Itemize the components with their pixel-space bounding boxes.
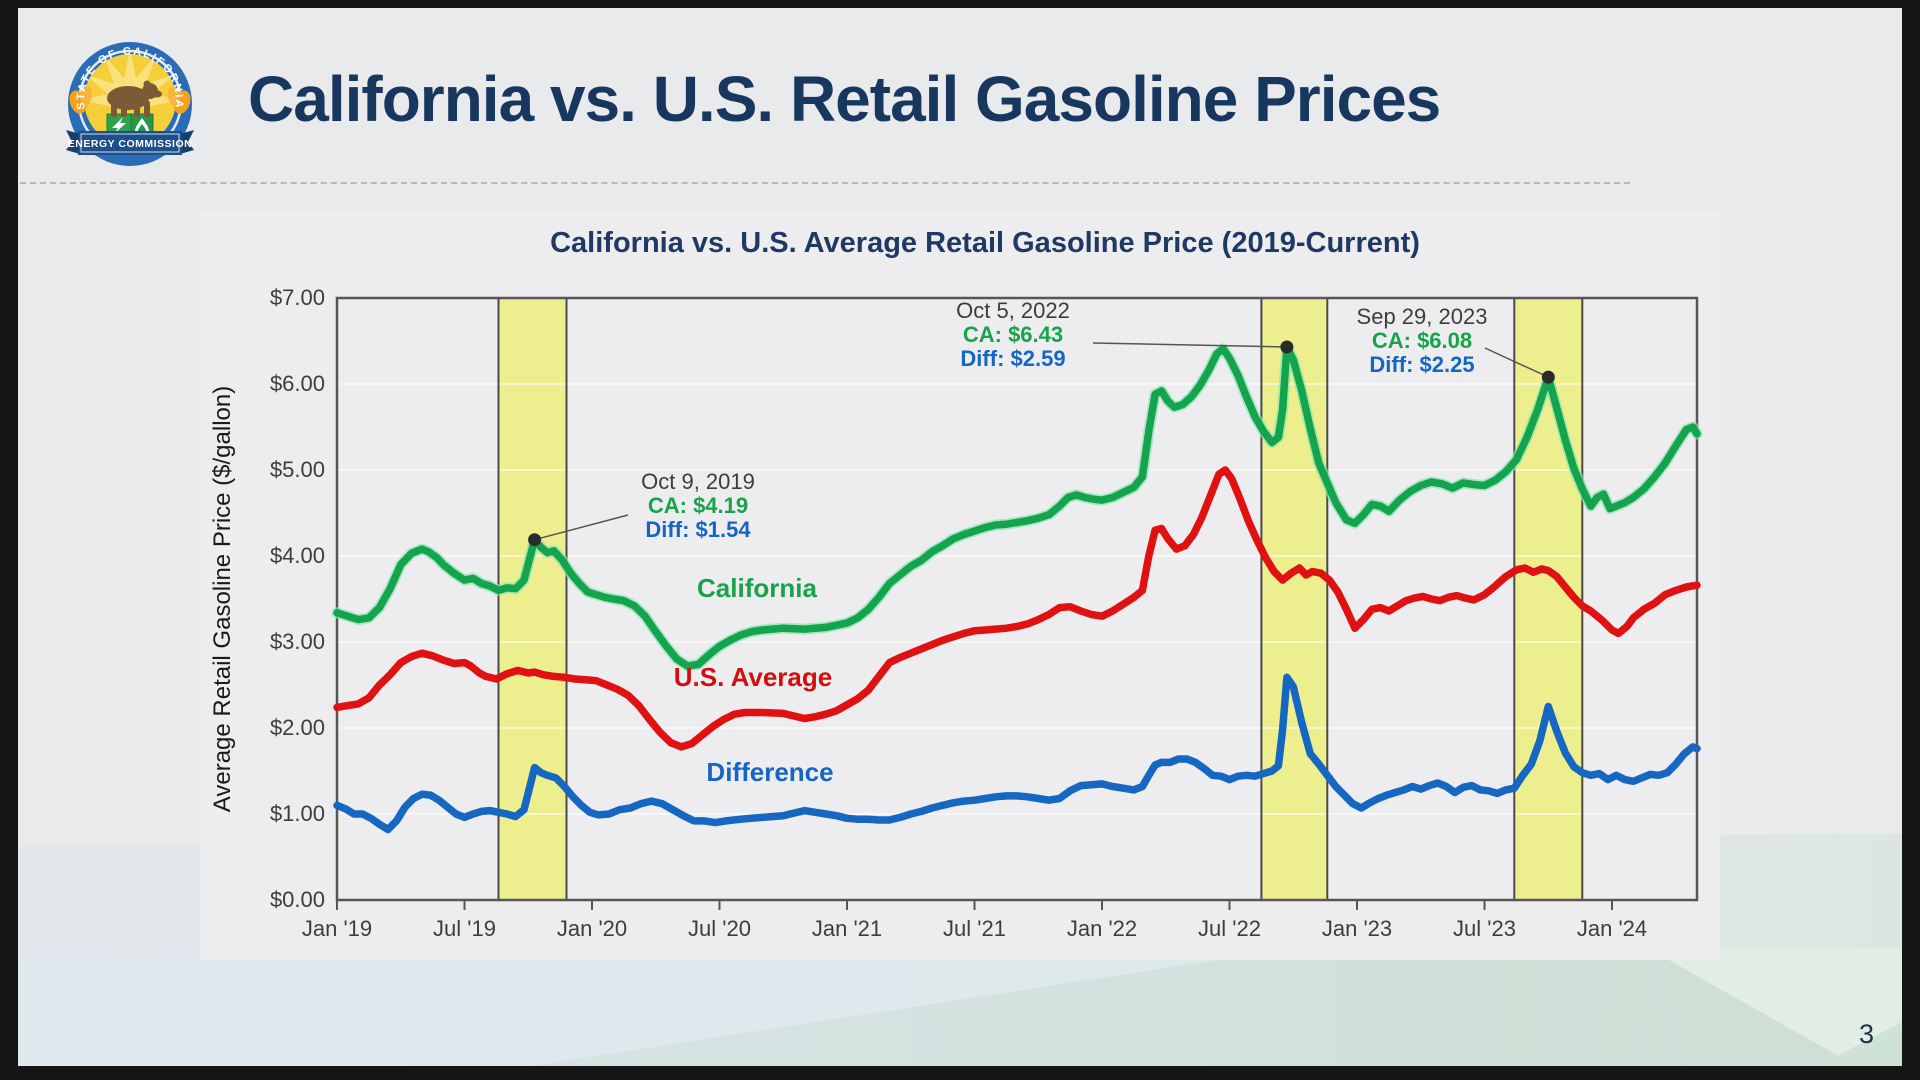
- logo-banner-text: ENERGY COMMISSION: [68, 138, 192, 150]
- highlight-band: [1261, 298, 1328, 900]
- page-number: 3: [1858, 1019, 1874, 1049]
- y-tick-label: $7.00: [270, 285, 325, 310]
- bear-icon: [107, 80, 162, 117]
- y-tick-label: $2.00: [270, 715, 325, 740]
- highlight-band: [498, 298, 567, 900]
- poppy-left-icon: [69, 86, 93, 114]
- y-tick-label: $3.00: [270, 629, 325, 654]
- x-tick-label: Jul '19: [433, 916, 496, 941]
- x-tick-label: Jan '20: [557, 916, 627, 941]
- lightning-bolt-icon: [112, 117, 126, 135]
- cec-seal-icon: ENERGY COMMISSION STATE OF CALIFORNIA: [66, 42, 194, 166]
- slide: ENERGY COMMISSION STATE OF CALIFORNIA Ca…: [18, 8, 1902, 1066]
- annotation-diff-value: Diff: $2.25: [1369, 352, 1474, 377]
- logo-banner: ENERGY COMMISSION: [66, 130, 194, 155]
- x-tick-label: Jan '21: [812, 916, 882, 941]
- annotation-leader: [534, 514, 629, 541]
- annotation-marker: [1541, 370, 1555, 384]
- x-tick-label: Jul '22: [1198, 916, 1261, 941]
- series-california-line: [333, 343, 1701, 670]
- x-tick-label: Jan '24: [1577, 916, 1647, 941]
- poppy-right-icon: [167, 86, 191, 114]
- annotation-marker: [1280, 340, 1294, 354]
- series-u-s-average-line: [333, 466, 1701, 751]
- plot-border: [335, 296, 1699, 902]
- y-axis-label: Average Retail Gasoline Price ($/gallon): [209, 386, 236, 812]
- annotation-marker: [528, 533, 542, 547]
- y-tick-label: $4.00: [270, 543, 325, 568]
- x-tick-label: Jul '23: [1453, 916, 1516, 941]
- annotation-ca-value: CA: $6.43: [963, 322, 1063, 347]
- annotation-date: Oct 9, 2019: [641, 469, 755, 494]
- y-tick-label: $5.00: [270, 457, 325, 482]
- chart-title: California vs. U.S. Average Retail Gasol…: [550, 227, 1420, 259]
- series-label: Difference: [706, 757, 833, 787]
- series-label: U.S. Average: [674, 662, 832, 692]
- series-label: California: [697, 573, 817, 603]
- annotation-ca-value: CA: $6.08: [1372, 328, 1472, 353]
- title-divider: [20, 182, 1630, 184]
- x-tick-label: Jan '23: [1322, 916, 1392, 941]
- annotation-leader: [1484, 347, 1549, 378]
- annotation-diff-value: Diff: $2.59: [960, 346, 1065, 371]
- x-tick-label: Jan '22: [1067, 916, 1137, 941]
- slide-title: California vs. U.S. Retail Gasoline Pric…: [248, 63, 1441, 135]
- cec-logo: ENERGY COMMISSION STATE OF CALIFORNIA: [62, 38, 198, 174]
- x-tick-label: Jan '19: [302, 916, 372, 941]
- y-tick-label: $6.00: [270, 371, 325, 396]
- annotation-date: Oct 5, 2022: [956, 298, 1070, 323]
- y-tick-label: $0.00: [270, 887, 325, 912]
- annotation-leader: [1092, 342, 1287, 348]
- y-tick-label: $1.00: [270, 801, 325, 826]
- x-tick-label: Jul '20: [688, 916, 751, 941]
- gas-price-chart: California vs. U.S. Average Retail Gasol…: [209, 227, 1703, 941]
- x-tick-label: Jul '21: [943, 916, 1006, 941]
- series-difference-line: [333, 673, 1701, 834]
- chart-panel: California vs. U.S. Average Retail Gasol…: [200, 210, 1720, 960]
- annotation-date: Sep 29, 2023: [1357, 304, 1488, 329]
- annotation-ca-value: CA: $4.19: [648, 493, 748, 518]
- annotation-diff-value: Diff: $1.54: [645, 517, 751, 542]
